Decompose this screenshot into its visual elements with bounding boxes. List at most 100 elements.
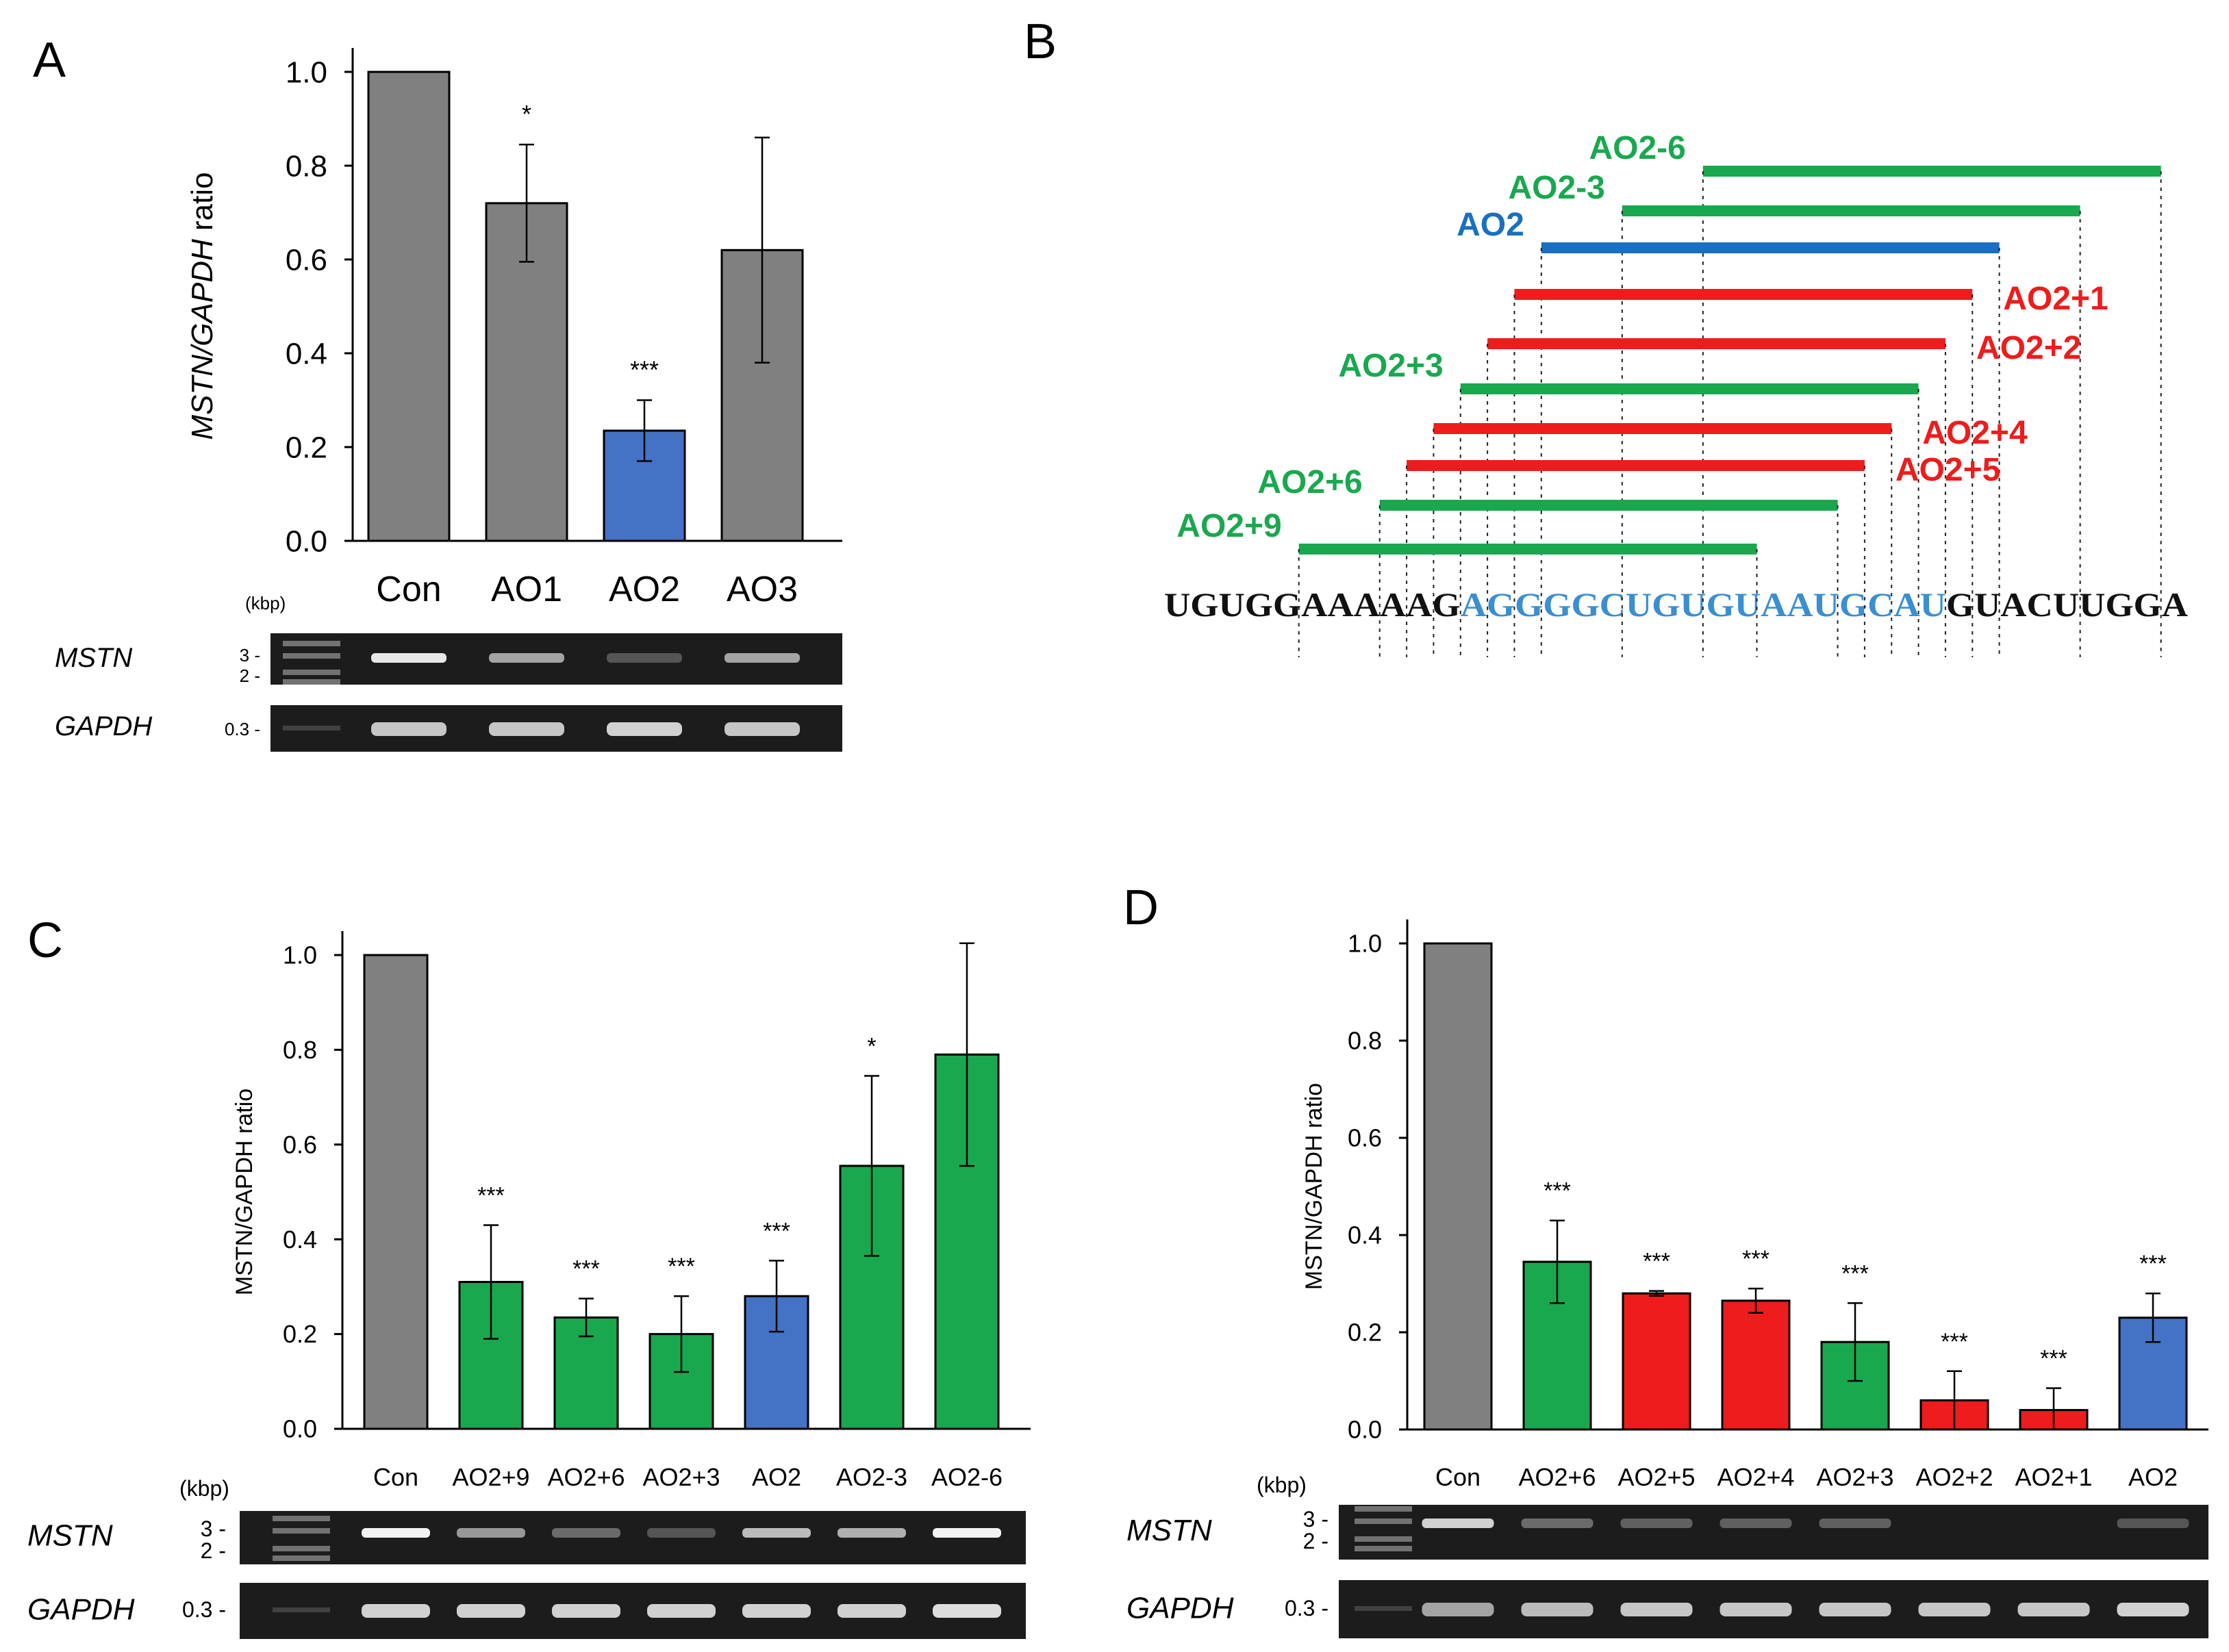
category-label: AO2 [609,570,680,609]
y-axis-label: MSTN/GAPDH ratio [186,172,219,440]
category-label: AO2+6 [547,1463,625,1491]
significance-label: *** [477,1182,505,1208]
y-axis-label: MSTN/GAPDH ratio [231,1089,257,1295]
ladder-band [273,1516,330,1521]
category-label: AO2+3 [1816,1463,1893,1491]
y-tick-label: 0.8 [1348,1027,1382,1055]
sequence-upstream: UGUGGAAAAAG [1164,585,1461,624]
y-tick-label: 0.0 [283,1415,317,1443]
bar [1423,942,1493,1431]
y-tick-label: 1.0 [1348,930,1382,958]
oligo-map-diagram: UGUGGAAAAAG AGGGGCUGUGUAAUGCAU GUACUUGGA AO… [1164,130,2188,657]
mstn-band [607,653,682,663]
bar [1721,1299,1791,1431]
marker-2kbp-label: 2 - [201,1538,226,1563]
mstn-band [742,1528,811,1538]
gapdh-band [1620,1603,1693,1616]
gapdh-band [489,722,564,736]
gapdh-band [933,1604,1001,1618]
ladder-band [273,1607,330,1612]
mstn-band [838,1528,906,1538]
chart-d: 0.0 0.2 0.4 0.6 0.8 1.0 MSTN/GAPDH ratio Con ***… [1301,919,2208,1491]
significance-label: *** [763,1218,790,1244]
significance-label: *** [630,356,659,384]
mstn-band [489,653,564,663]
kbp-unit-label: (kbp) [245,593,286,613]
kbp-unit-label: (kbp) [1257,1473,1307,1497]
marker-3kbp-label: 3 - [201,1516,226,1541]
ladder-band [1355,1506,1412,1512]
gapdh-band [1720,1603,1792,1616]
y-tick-label: 0.2 [286,431,327,464]
y-tick-label: 0.6 [286,243,327,277]
category-label: Con [1435,1463,1481,1491]
category-label: AO2+6 [1518,1463,1596,1491]
ladder-band [273,1528,330,1534]
ladder-band [283,670,340,675]
gapdh-band [1819,1603,1891,1616]
mstn-band [2117,1518,2189,1528]
marker-03kbp-label: 0.3 - [182,1597,226,1622]
category-label: AO2+1 [2015,1463,2092,1491]
oligo-label: AO2+2 [1976,330,2081,366]
gapdh-row-label: GAPDH [27,1592,135,1626]
oligo-label: AO2-6 [1589,130,1685,166]
panel-letter-c: C [27,913,63,968]
marker-2kbp-label: 2 - [240,665,260,686]
marker-3kbp-label: 3 - [1303,1507,1328,1532]
marker-2kbp-label: 2 - [1303,1529,1328,1553]
oligo-label: AO2-3 [1508,170,1604,206]
gapdh-band [362,1604,430,1618]
category-label: AO2+2 [1915,1463,1993,1491]
gapdh-band [838,1604,906,1618]
gel-a: (kbp) MSTN GAPDH 3 -2 - 0.3 - [55,593,842,752]
mstn-band [725,653,800,663]
y-tick-label: 1.0 [283,941,317,969]
oligo-label: AO2 [1457,207,1524,243]
mstn-row-label: MSTN [27,1519,113,1553]
ladder-band [1355,1536,1412,1542]
gapdh-band [1521,1603,1594,1616]
category-label: AO2+9 [452,1463,529,1491]
significance-label: * [867,1033,876,1059]
mstn-band [933,1528,1001,1538]
gapdh-band [457,1604,525,1618]
oligo-label: AO2+3 [1338,348,1443,384]
y-tick-label: 0.8 [286,149,327,183]
y-tick-label: 1.0 [286,55,327,89]
significance-label: *** [1841,1260,1869,1286]
significance-label: *** [1544,1178,1571,1204]
sequence-downstream: GUACUUGGA [1946,585,2188,624]
category-label: AO2 [752,1463,801,1491]
mstn-band [1521,1518,1594,1528]
y-tick-label: 0.8 [283,1036,317,1064]
kbp-unit-label: (kbp) [179,1476,229,1501]
bar [363,954,429,1430]
gapdh-row-label: GAPDH [1126,1591,1234,1625]
oligo-label: AO2+5 [1896,452,2000,488]
y-tick-label: 0.4 [286,337,327,370]
mstn-band [647,1528,716,1538]
mstn-band [1422,1518,1494,1528]
category-label: Con [373,1463,418,1491]
mstn-gel-strip [240,1511,1026,1564]
mstn-band [552,1528,620,1538]
gapdh-gel-strip [240,1583,1026,1639]
significance-label: *** [2139,1251,2167,1277]
significance-label: *** [668,1254,695,1280]
mstn-band [371,653,446,663]
gapdh-row-label: GAPDH [55,711,152,741]
gapdh-band [1918,1603,1991,1616]
oligo-label: AO2+6 [1257,464,1362,500]
mstn-band [1720,1518,1792,1528]
significance-label: *** [1742,1246,1770,1272]
ladder-band [273,1546,330,1551]
y-tick-label: 0.0 [1348,1416,1382,1444]
y-tick-label: 0.4 [283,1225,317,1254]
y-tick-label: 0.0 [286,524,327,558]
category-label: Con [376,570,441,609]
bar [1622,1292,1691,1431]
category-label: AO2-3 [836,1463,907,1491]
significance-label: *** [572,1256,600,1282]
